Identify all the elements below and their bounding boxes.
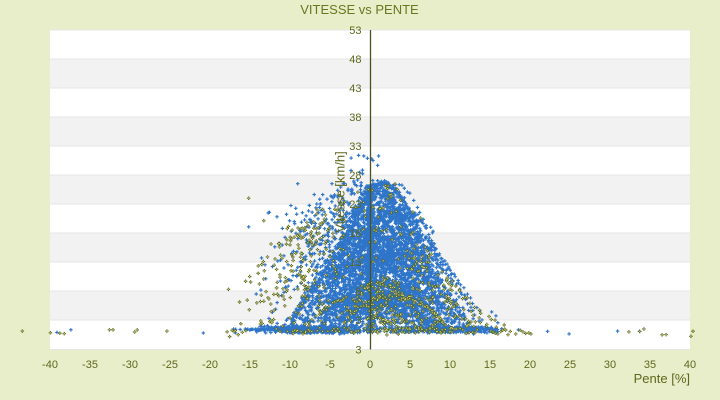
svg-text:VITESSE vs PENTE: VITESSE vs PENTE	[300, 2, 419, 17]
svg-text:35: 35	[644, 359, 656, 371]
svg-text:8: 8	[355, 286, 361, 298]
svg-text:53: 53	[349, 25, 361, 37]
svg-text:13: 13	[349, 257, 361, 269]
svg-text:3: 3	[355, 345, 361, 357]
svg-text:10: 10	[444, 359, 456, 371]
svg-text:33: 33	[349, 141, 361, 153]
svg-text:Pente [%]: Pente [%]	[634, 371, 690, 386]
svg-text:-25: -25	[162, 359, 178, 371]
svg-text:-5: -5	[325, 359, 335, 371]
svg-text:5: 5	[407, 359, 413, 371]
svg-text:20: 20	[524, 359, 536, 371]
svg-text:-30: -30	[122, 359, 138, 371]
svg-text:25: 25	[564, 359, 576, 371]
svg-text:48: 48	[349, 54, 361, 66]
svg-text:3: 3	[355, 315, 361, 327]
svg-text:18: 18	[349, 228, 361, 240]
svg-text:28: 28	[349, 170, 361, 182]
svg-text:38: 38	[349, 112, 361, 124]
svg-text:40: 40	[684, 359, 696, 371]
svg-text:30: 30	[604, 359, 616, 371]
svg-text:0: 0	[367, 359, 373, 371]
svg-text:-40: -40	[42, 359, 58, 371]
svg-text:-35: -35	[82, 359, 98, 371]
svg-text:43: 43	[349, 83, 361, 95]
svg-text:23: 23	[349, 199, 361, 211]
svg-text:-15: -15	[242, 359, 258, 371]
svg-text:-10: -10	[282, 359, 298, 371]
svg-text:Vitesse [km/h]: Vitesse [km/h]	[333, 151, 348, 232]
svg-text:-20: -20	[202, 359, 218, 371]
svg-text:15: 15	[484, 359, 496, 371]
